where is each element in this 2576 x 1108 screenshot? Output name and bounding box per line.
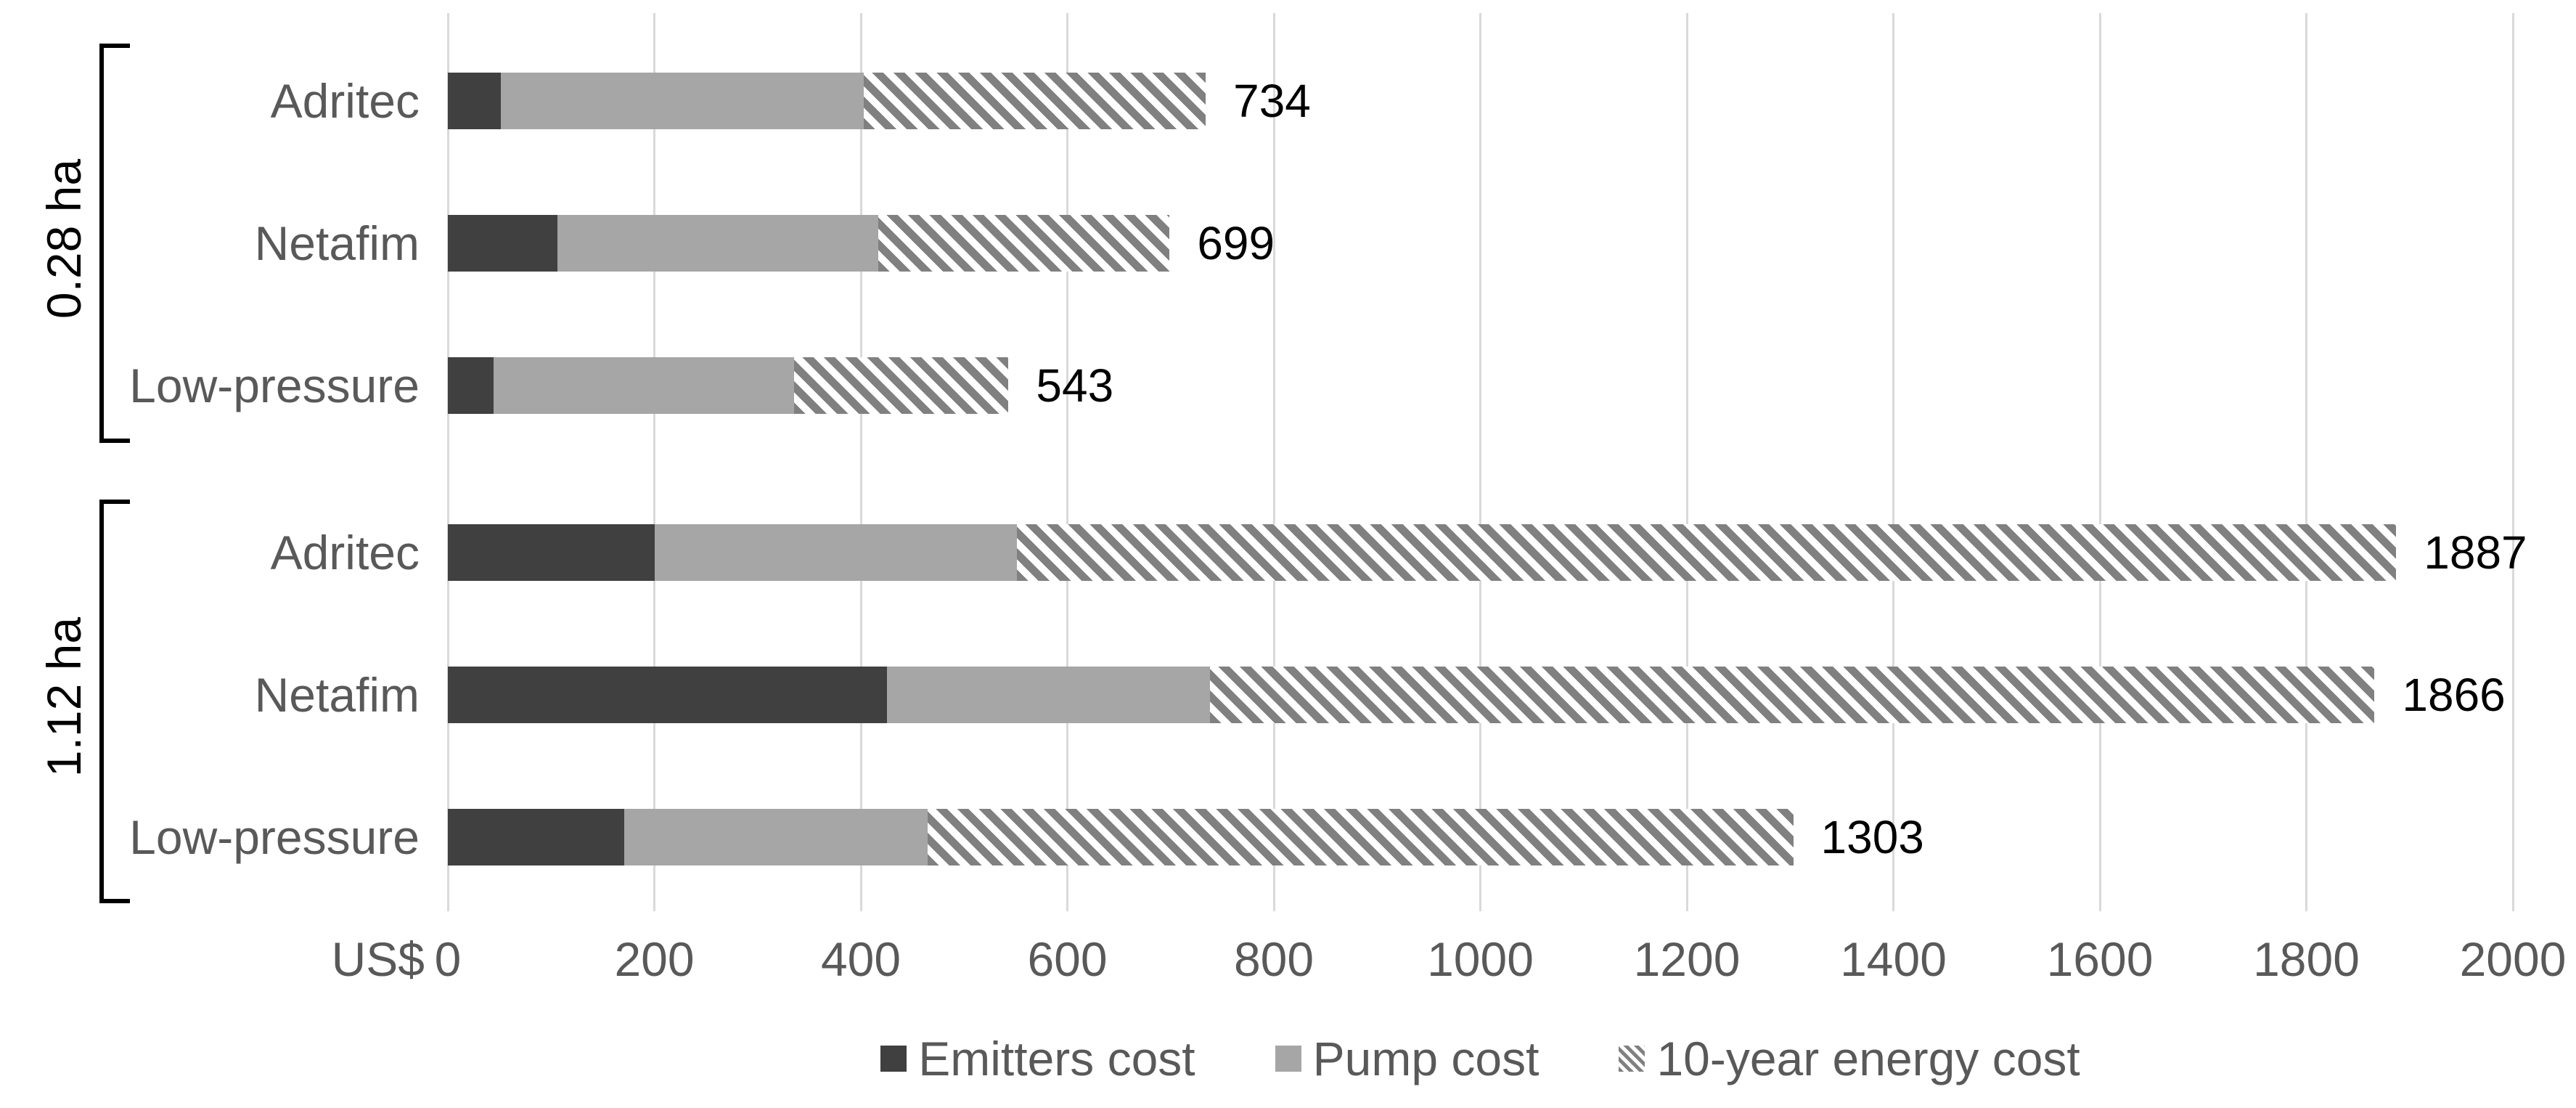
axis-tick-label: 1000: [1427, 932, 1534, 986]
gridline: [1066, 13, 1068, 911]
legend-label: Emitters cost: [918, 1032, 1195, 1085]
bar-segment-pump-cost: [500, 73, 864, 129]
gridline: [1479, 13, 1481, 911]
category-label: Netafim: [254, 216, 420, 270]
category-label: Adritec: [270, 526, 420, 579]
legend-swatch: [1619, 1046, 1645, 1072]
axis-tick-label: 600: [1027, 932, 1108, 986]
legend-item-emitters-cost: Emitters cost: [880, 1031, 1195, 1086]
legend-swatch: [880, 1046, 907, 1072]
legend-label: 10-year energy cost: [1656, 1032, 2080, 1085]
axis-tick-label: 2000: [2459, 932, 2567, 986]
gridline: [446, 13, 449, 911]
axis-tick-label: 400: [820, 932, 901, 986]
legend-swatch: [1275, 1046, 1301, 1072]
bar-total-label: 699: [1197, 217, 1275, 269]
gridline: [653, 13, 655, 911]
bar-segment-emitters-cost: [448, 809, 625, 865]
group-label: 0.28 ha: [37, 158, 91, 319]
bar-segment-emitters-cost: [448, 667, 887, 723]
bar-segment-pump-cost: [654, 524, 1017, 581]
legend-item-10-year-energy-cost: 10-year energy cost: [1619, 1031, 2080, 1086]
axis-tick-label: 1800: [2253, 932, 2360, 986]
bar-segment-emitters-cost: [448, 524, 655, 581]
group-bracket: [99, 500, 130, 903]
group-bracket: [99, 44, 130, 443]
category-label: Adritec: [270, 74, 420, 128]
axis-tick-label: 0: [434, 932, 462, 986]
category-label: Low-pressure: [129, 359, 420, 412]
bar-segment-10-year-energy-cost: [1209, 667, 2375, 723]
bar-segment-emitters-cost: [448, 215, 557, 272]
bar-segment-10-year-energy-cost: [864, 73, 1206, 129]
axis-tick-label: 800: [1233, 932, 1314, 986]
gridline: [2511, 13, 2514, 911]
bar-segment-emitters-cost: [448, 357, 494, 414]
gridline: [859, 13, 862, 911]
axis-tick-label: 1400: [1840, 932, 1947, 986]
bar-total-label: 1303: [1820, 811, 1924, 863]
bar-segment-pump-cost: [557, 215, 879, 272]
bar-total-label: 1887: [2424, 526, 2527, 579]
bar-segment-10-year-energy-cost: [1016, 524, 2397, 581]
bar-segment-pump-cost: [886, 667, 1210, 723]
bar-segment-10-year-energy-cost: [878, 215, 1170, 272]
gridline: [2305, 13, 2307, 911]
gridline: [1892, 13, 1894, 911]
legend-label: Pump cost: [1312, 1032, 1540, 1085]
gridline: [1685, 13, 1688, 911]
axis-tick-label: 1600: [2046, 932, 2154, 986]
bar-total-label: 1866: [2402, 669, 2506, 721]
bar-total-label: 734: [1233, 75, 1311, 127]
chart-legend: Emitters cost Pump cost 10-year energy cos…: [448, 1030, 2513, 1088]
category-label: Low-pressure: [129, 810, 420, 864]
bar-segment-pump-cost: [493, 357, 794, 414]
group-label: 1.12 ha: [37, 616, 91, 778]
bar-segment-pump-cost: [624, 809, 928, 865]
bar-total-label: 543: [1036, 359, 1114, 412]
bar-segment-10-year-energy-cost: [928, 809, 1794, 865]
gridline: [2098, 13, 2101, 911]
axis-unit-label: US$: [331, 932, 425, 986]
bar-segment-emitters-cost: [448, 73, 501, 129]
bar-segment-10-year-energy-cost: [793, 357, 1009, 414]
axis-tick-label: 1200: [1633, 932, 1741, 986]
gridline: [1272, 13, 1275, 911]
legend-item-pump-cost: Pump cost: [1275, 1031, 1540, 1086]
category-label: Netafim: [254, 668, 420, 722]
axis-tick-label: 200: [614, 932, 695, 986]
